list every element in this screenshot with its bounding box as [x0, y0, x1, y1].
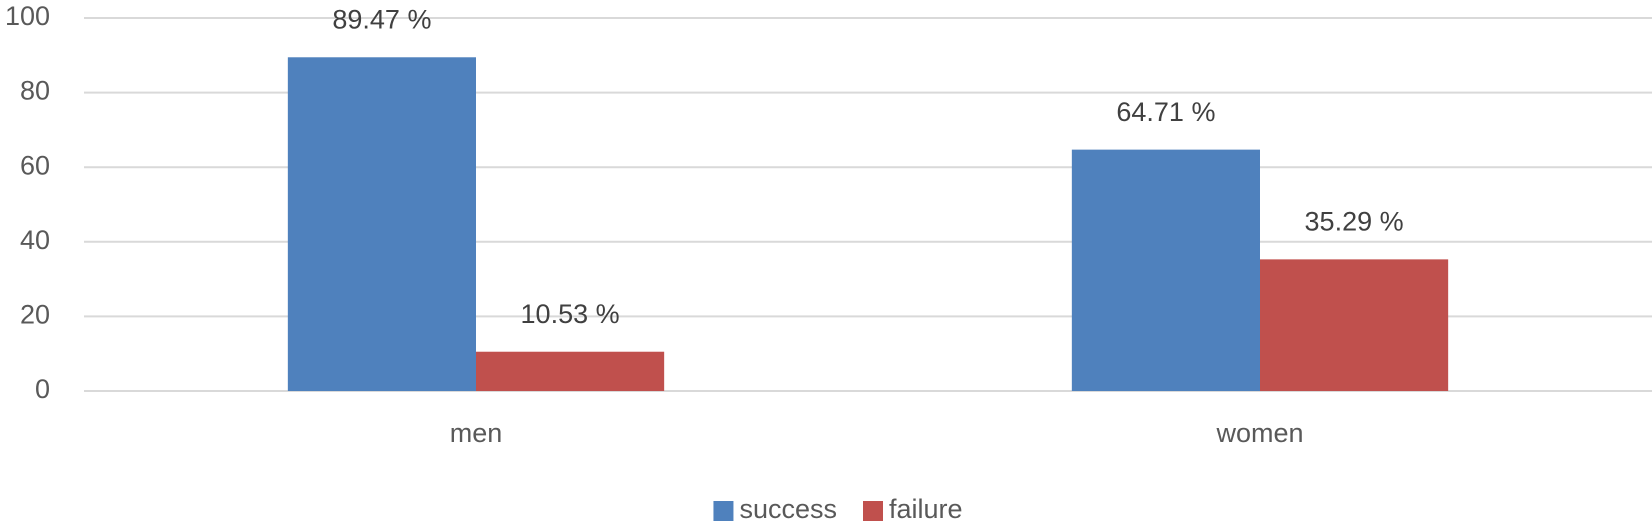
y-tick-label: 20 — [20, 300, 50, 330]
bar — [1071, 149, 1260, 391]
data-label: 10.53 % — [521, 299, 620, 329]
y-tick-label: 0 — [35, 374, 50, 404]
bar — [476, 351, 665, 391]
y-tick-label: 100 — [5, 1, 50, 31]
data-label: 35.29 % — [1305, 206, 1404, 236]
bar — [1260, 259, 1449, 391]
legend-label: success — [739, 494, 837, 524]
bar — [287, 57, 476, 391]
legend-label: failure — [889, 494, 963, 524]
data-label: 89.47 % — [332, 4, 431, 34]
legend-swatch — [863, 501, 883, 521]
y-tick-label: 80 — [20, 76, 50, 106]
x-tick-label: men — [450, 418, 503, 448]
x-tick-label: women — [1215, 418, 1303, 448]
legend-swatch — [713, 501, 734, 521]
y-tick-label: 40 — [20, 225, 50, 255]
y-tick-label: 60 — [20, 150, 50, 180]
data-label: 64.71 % — [1116, 97, 1215, 127]
